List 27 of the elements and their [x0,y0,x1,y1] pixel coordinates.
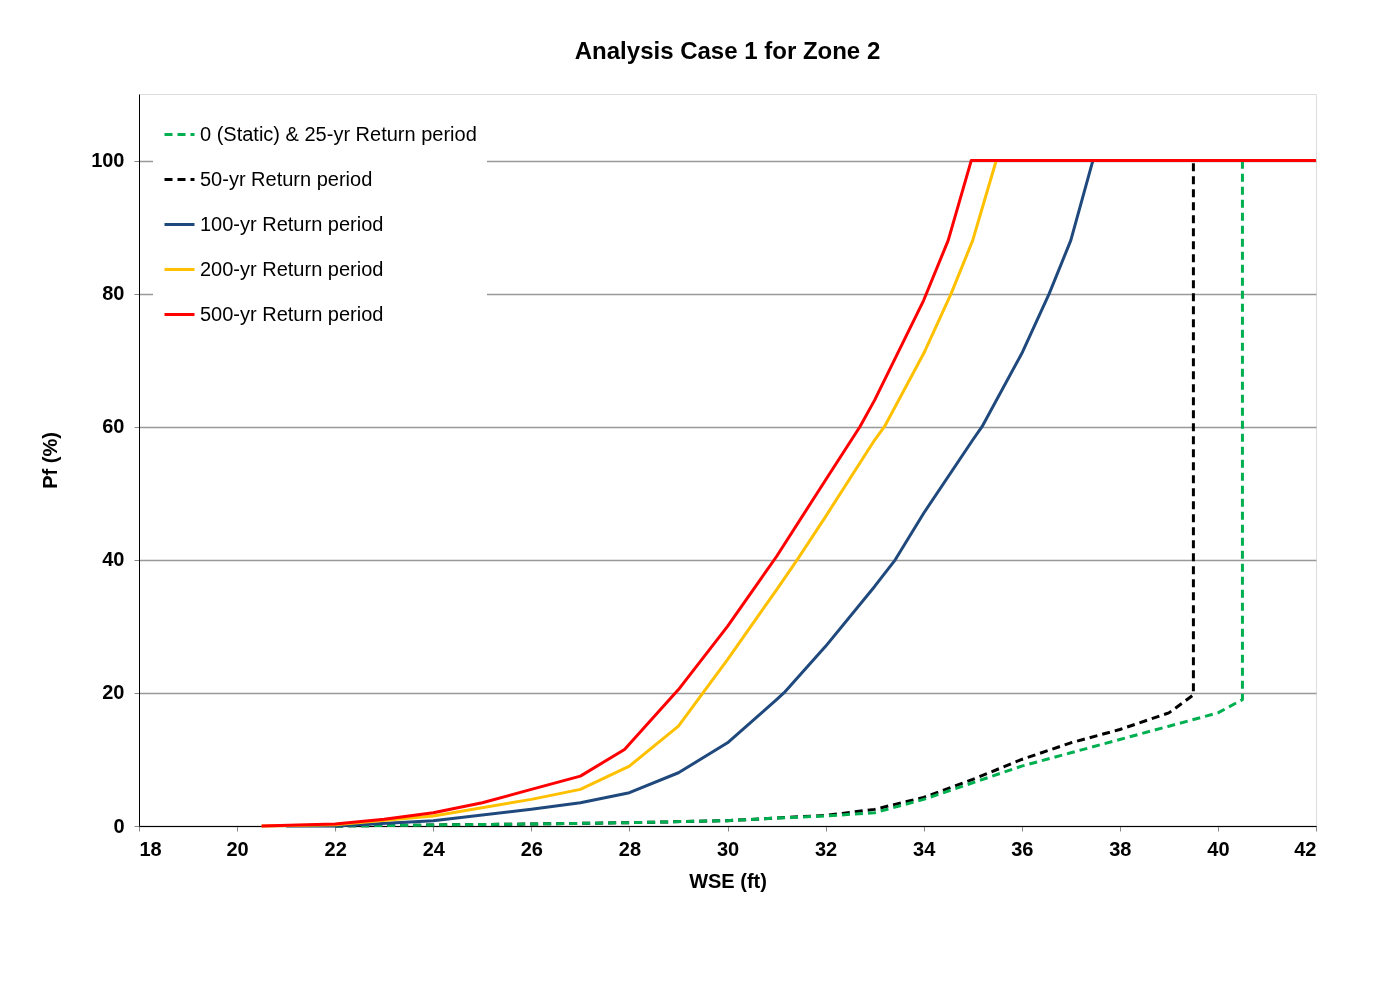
y-tick-label: 100 [91,149,125,172]
legend-label: 200-yr Return period [200,257,384,280]
x-tick-label: 42 [1294,837,1317,860]
chart-title: Analysis Case 1 for Zone 2 [574,37,881,64]
x-tick-label: 24 [422,837,446,860]
y-tick-label: 60 [102,415,125,438]
x-tick-label: 26 [520,837,543,860]
legend-label: 50-yr Return period [200,167,373,190]
legend-label: 0 (Static) & 25-yr Return period [200,122,477,145]
y-tick-label: 20 [102,681,125,704]
x-tick-label: 30 [716,837,740,860]
y-axis-title: Pf (%) [39,432,62,489]
x-tick-label: 34 [913,837,937,860]
legend-label: 100-yr Return period [200,212,384,235]
x-tick-label: 18 [139,837,162,860]
x-axis-title: WSE (ft) [689,869,767,892]
x-tick-label: 28 [618,837,642,860]
y-tick-label: 0 [113,814,125,837]
x-tick-label: 20 [226,837,249,860]
x-tick-label: 36 [1011,837,1034,860]
y-tick-label: 40 [102,548,125,571]
y-tick-label: 80 [102,282,125,305]
x-tick-label: 22 [324,837,347,860]
legend-label: 500-yr Return period [200,302,384,325]
x-tick-label: 40 [1207,837,1230,860]
x-tick-label: 32 [814,837,838,860]
x-tick-label: 38 [1109,837,1132,860]
